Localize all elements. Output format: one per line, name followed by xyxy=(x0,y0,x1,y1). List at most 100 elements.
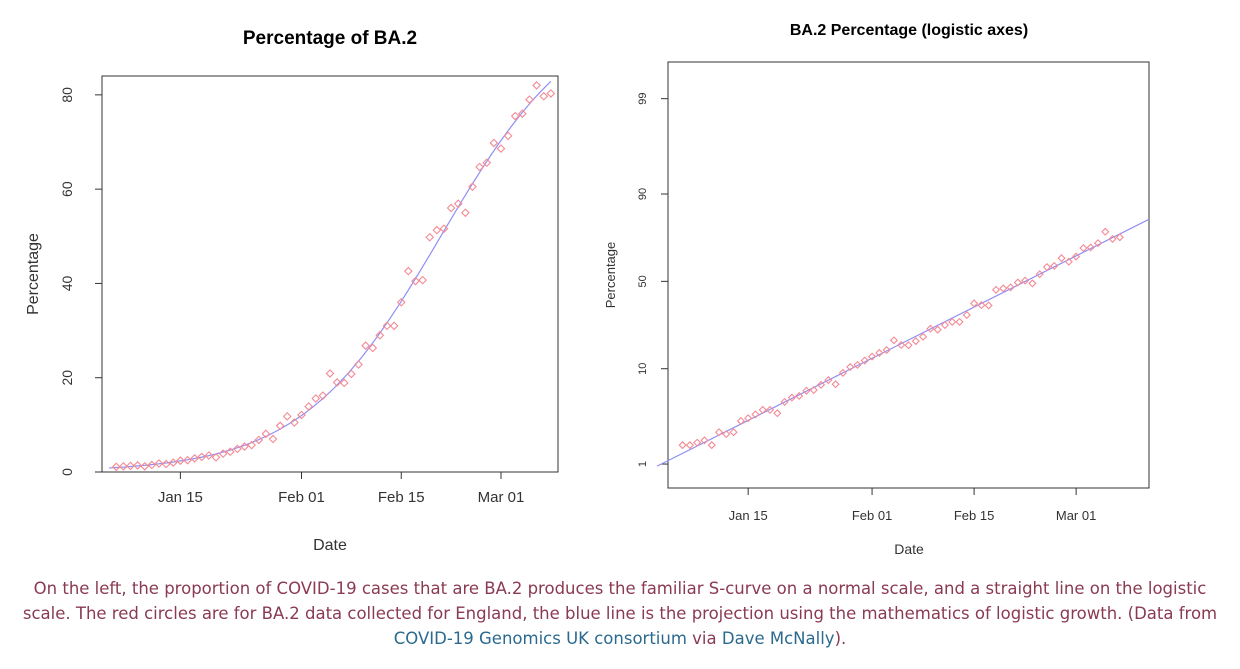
y-axis-ticks: 0 20 40 60 80 xyxy=(59,87,102,476)
data-point xyxy=(1115,233,1124,242)
data-point xyxy=(1079,243,1088,253)
x-tick-label: Jan 15 xyxy=(729,508,768,523)
caption-link-dave-mcnally[interactable]: Dave McNally xyxy=(721,629,835,648)
y-tick-label: 20 xyxy=(59,370,75,386)
data-point xyxy=(297,410,306,420)
y-tick-label: 0 xyxy=(59,468,75,476)
x-tick-label: Feb 15 xyxy=(378,489,425,506)
x-tick-label: Mar 01 xyxy=(478,489,525,506)
data-point xyxy=(510,111,520,121)
data-point xyxy=(425,232,435,242)
data-point xyxy=(111,462,121,472)
data-point xyxy=(904,341,913,350)
data-point xyxy=(154,459,164,468)
data-point xyxy=(254,435,264,445)
data-point xyxy=(546,89,556,98)
data-point xyxy=(332,378,342,387)
data-point xyxy=(744,414,753,423)
y-tick-label: 50 xyxy=(637,275,649,287)
data-point xyxy=(118,461,128,471)
data-point xyxy=(247,440,257,450)
chart-percentage-ba2: Percentage of BA.2 0 20 40 60 80 Jan 15 Feb 0… xyxy=(25,28,559,554)
data-point xyxy=(453,199,463,209)
x-axis-label: Date xyxy=(313,537,347,554)
data-point xyxy=(911,337,920,346)
data-point xyxy=(736,416,745,426)
data-point xyxy=(140,461,150,471)
data-point xyxy=(396,297,406,307)
data-point xyxy=(354,360,363,369)
data-point xyxy=(190,453,200,463)
data-point xyxy=(446,203,456,213)
data-point xyxy=(875,348,884,357)
data-point xyxy=(489,138,499,148)
data-point xyxy=(867,352,877,361)
data-point xyxy=(382,321,392,331)
data-point xyxy=(318,391,328,401)
data-point xyxy=(729,428,738,437)
data-point xyxy=(918,332,928,341)
data-point xyxy=(539,91,549,101)
data-point xyxy=(211,453,221,462)
data-point xyxy=(439,224,449,234)
chart-title: Percentage of BA.2 xyxy=(243,28,417,49)
data-point xyxy=(282,411,292,421)
data-point xyxy=(846,362,855,372)
data-point xyxy=(948,317,957,326)
data-point xyxy=(889,336,899,345)
data-point xyxy=(693,438,702,447)
data-point xyxy=(940,320,950,330)
data-point xyxy=(700,436,709,445)
y-tick-label: 99 xyxy=(637,93,649,105)
caption-link-cog-uk[interactable]: COVID-19 Genomics UK consortium xyxy=(393,629,687,648)
data-point xyxy=(339,378,349,388)
x-tick-label: Feb 01 xyxy=(852,508,892,523)
data-point xyxy=(1086,243,1095,252)
data-point xyxy=(503,131,513,141)
data-point xyxy=(838,368,847,377)
data-point xyxy=(751,410,760,419)
data-point xyxy=(525,95,534,104)
data-point xyxy=(460,208,470,218)
data-point xyxy=(1101,227,1110,236)
data-point xyxy=(897,340,906,350)
y-tick-label: 60 xyxy=(59,181,75,197)
data-point xyxy=(325,369,335,378)
fit-line xyxy=(656,218,1150,467)
caption-text-via: via xyxy=(686,629,722,648)
x-tick-label: Mar 01 xyxy=(1056,508,1096,523)
data-point xyxy=(955,317,964,326)
data-point xyxy=(126,461,135,471)
data-point xyxy=(183,455,192,465)
fit-line xyxy=(109,80,552,469)
data-point xyxy=(1050,261,1059,270)
x-axis-ticks: Jan 15 Feb 01 Feb 15 Mar 01 xyxy=(729,488,1096,523)
data-point xyxy=(1035,270,1044,279)
data-point xyxy=(1108,234,1117,244)
data-point xyxy=(403,266,413,276)
data-point xyxy=(1006,283,1015,292)
data-point xyxy=(780,397,789,406)
data-point xyxy=(860,356,869,365)
data-point xyxy=(1072,252,1081,261)
y-axis-label: Percentage xyxy=(25,233,42,315)
data-point xyxy=(346,369,356,379)
data-point xyxy=(133,461,143,470)
data-point xyxy=(418,275,428,285)
data-point xyxy=(225,447,235,457)
data-point xyxy=(795,391,804,401)
data-point xyxy=(375,330,385,340)
x-axis-label: Date xyxy=(894,541,924,557)
data-point xyxy=(368,343,378,353)
y-tick-label: 10 xyxy=(637,363,649,375)
data-point xyxy=(1093,239,1103,248)
x-tick-label: Feb 15 xyxy=(954,508,994,523)
data-point xyxy=(991,285,1001,294)
data-point xyxy=(999,284,1008,293)
data-point xyxy=(240,442,249,451)
data-point xyxy=(933,325,942,334)
data-point xyxy=(389,321,399,331)
data-point xyxy=(984,301,993,310)
data-point xyxy=(468,182,477,192)
data-point xyxy=(1042,262,1052,272)
